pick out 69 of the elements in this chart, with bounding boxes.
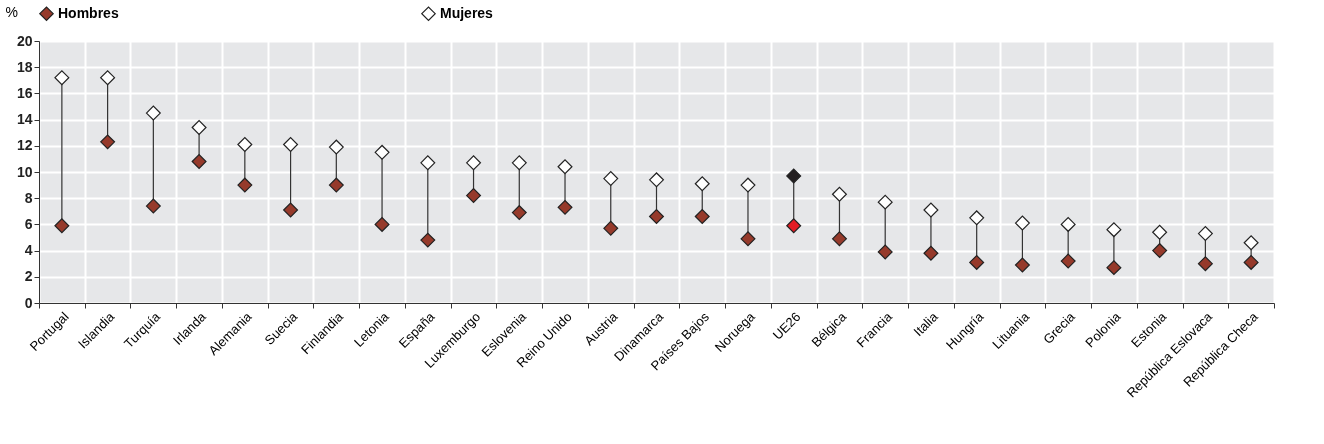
legend-label: Hombres (58, 4, 119, 21)
point (969, 210, 985, 226)
point (420, 155, 436, 171)
point (283, 137, 299, 152)
x-tick-label: Italia (910, 308, 942, 340)
point (1106, 260, 1122, 276)
point (1060, 253, 1076, 269)
point (328, 139, 344, 155)
y-tick-label: 20 (16, 32, 33, 49)
point (1243, 235, 1259, 251)
point (1060, 216, 1076, 232)
point (328, 177, 344, 193)
point (1197, 226, 1213, 242)
y-tick-label: 0 (24, 294, 33, 311)
point (649, 172, 664, 188)
point (694, 209, 710, 225)
y-tick-label: 12 (16, 137, 33, 154)
y-tick-label: 4 (24, 242, 33, 259)
y-tick-label: 14 (16, 111, 33, 128)
point (145, 105, 161, 121)
point (283, 202, 299, 218)
y-tick-label: 16 (16, 84, 33, 101)
point (877, 244, 893, 260)
point (1014, 215, 1030, 231)
point (694, 176, 710, 192)
point (54, 70, 70, 86)
point (54, 218, 70, 234)
y-tick-label: 8 (24, 189, 33, 206)
y-tick-label: 2 (24, 268, 33, 285)
point (1152, 243, 1168, 259)
point (466, 155, 482, 171)
point (374, 144, 390, 160)
point (877, 194, 893, 210)
y-axis-title: % (5, 3, 18, 20)
y-tick-label: 18 (16, 58, 33, 75)
y-tick-label: 6 (24, 215, 33, 232)
point (466, 188, 482, 204)
point (831, 231, 847, 247)
point (1014, 257, 1030, 273)
point (420, 232, 436, 248)
point (145, 198, 161, 214)
point (923, 245, 939, 261)
point (740, 231, 756, 247)
point (923, 202, 939, 218)
point (831, 186, 847, 202)
point (191, 119, 207, 135)
point (557, 159, 573, 175)
point (511, 155, 527, 171)
point (603, 220, 619, 236)
point (649, 209, 664, 225)
point (237, 137, 253, 152)
point (1243, 254, 1259, 270)
point (1106, 222, 1122, 238)
point (374, 216, 390, 232)
point (191, 154, 207, 170)
point (1197, 256, 1213, 272)
point (786, 168, 802, 184)
point (969, 254, 985, 270)
legend-label: Mujeres (440, 4, 494, 21)
y-tick-label: 10 (16, 163, 33, 180)
point (237, 177, 253, 193)
point (100, 134, 116, 150)
point (557, 199, 573, 215)
point (786, 218, 802, 234)
point (1152, 224, 1168, 240)
point (511, 205, 527, 221)
point (100, 70, 116, 86)
point (740, 177, 756, 193)
point (603, 171, 619, 187)
